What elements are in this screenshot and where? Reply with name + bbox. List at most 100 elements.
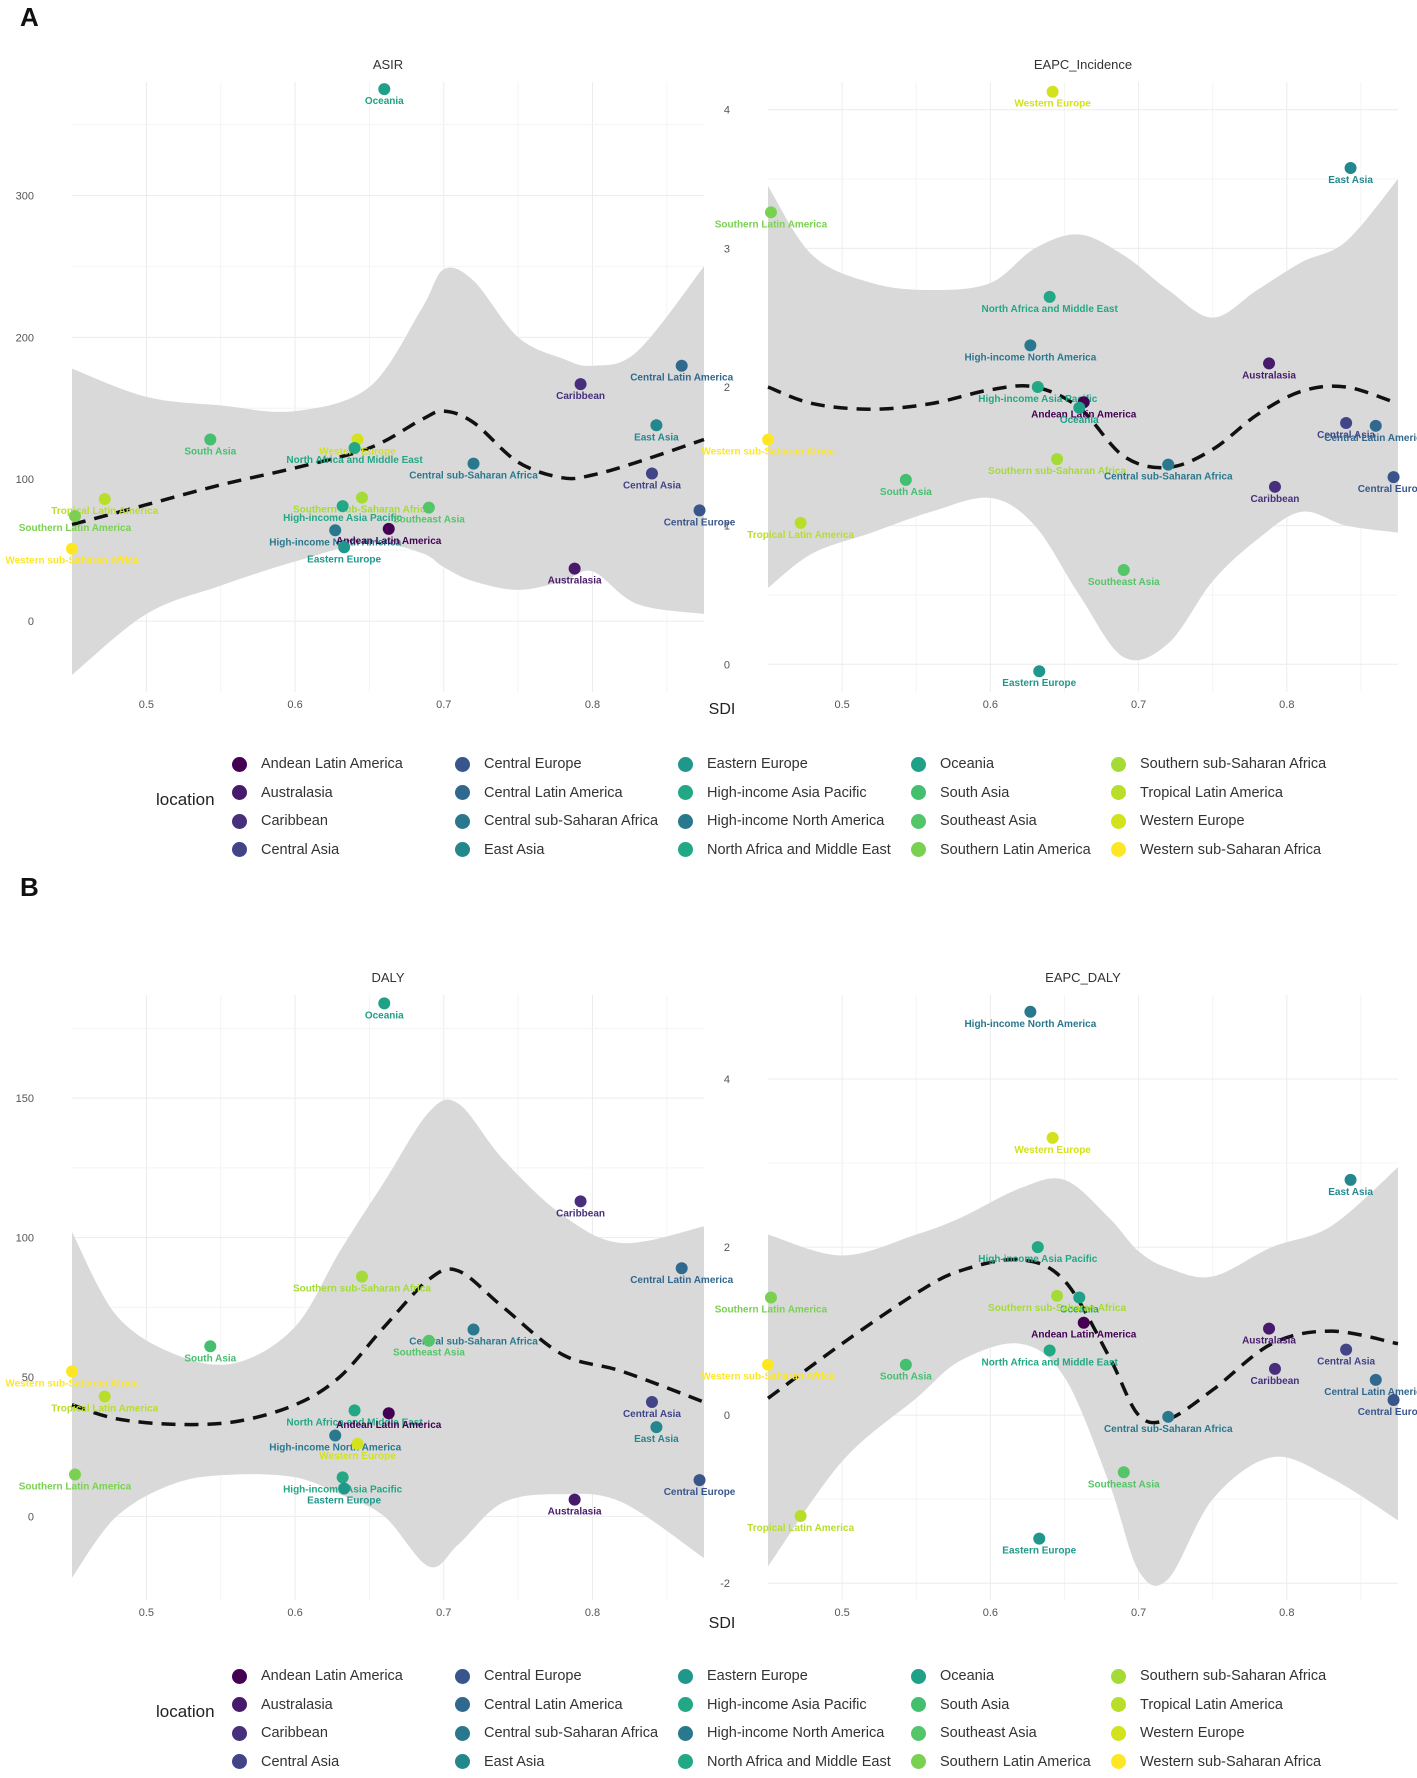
legend-label: Central Europe <box>484 756 582 773</box>
legend-item-western-sub-saharan-africa: Western sub-Saharan Africa <box>1109 1748 1339 1777</box>
legend-item-southern-latin-america: Southern Latin America <box>909 836 1109 865</box>
point-eastern-europe <box>338 541 351 554</box>
point-central-europe <box>1387 1394 1400 1407</box>
point-andean-latin-america <box>382 522 395 535</box>
x-tick-label: 0.6 <box>287 1607 302 1619</box>
legend-item-north-africa-and-middle-east: North Africa and Middle East <box>676 836 909 865</box>
legend-swatch <box>911 842 926 858</box>
legend-item-central-asia: Central Asia <box>230 836 453 865</box>
point-label-andean-latin-america: Andean Latin America <box>336 536 442 547</box>
legend-swatch <box>1111 756 1126 772</box>
y-tick-label: 4 <box>724 105 730 117</box>
legend-item-tropical-latin-america: Tropical Latin America <box>1109 779 1339 808</box>
point-central-sub-saharan-africa <box>467 457 480 470</box>
legend-label: High-income North America <box>707 1725 885 1742</box>
point-central-sub-saharan-africa <box>1162 1410 1175 1423</box>
point-southern-sub-saharan-africa <box>1051 453 1064 466</box>
legend-item-north-africa-and-middle-east: North Africa and Middle East <box>676 1748 909 1777</box>
point-tropical-latin-america <box>794 516 807 529</box>
x-tick-label: 0.7 <box>436 1607 451 1619</box>
legend-label: Central Asia <box>261 1753 340 1770</box>
point-label-caribbean: Caribbean <box>1251 494 1300 505</box>
legend-title: location <box>156 1702 215 1721</box>
point-label-western-sub-saharan-africa: Western sub-Saharan Africa <box>5 1378 139 1389</box>
x-tick-label: 0.7 <box>1131 1607 1146 1619</box>
point-western-europe <box>1046 1131 1059 1144</box>
point-central-latin-america <box>675 359 688 372</box>
legend-item-central-sub-saharan-africa: Central sub-Saharan Africa <box>453 807 676 836</box>
point-caribbean <box>1268 1362 1281 1375</box>
legend-item-caribbean: Caribbean <box>230 807 453 836</box>
x-tick-label: 0.5 <box>139 699 154 711</box>
x-tick-label: 0.7 <box>1131 699 1146 711</box>
legend-label: Tropical Latin America <box>1140 1696 1283 1713</box>
legend-swatch <box>1111 1754 1126 1770</box>
point-label-central-latin-america: Central Latin America <box>1324 1387 1417 1398</box>
point-label-oceania: Oceania <box>1060 415 1099 426</box>
point-label-north-africa-and-middle-east: North Africa and Middle East <box>981 1357 1118 1368</box>
x-tick-label: 0.6 <box>983 1607 998 1619</box>
point-tropical-latin-america <box>98 493 111 506</box>
legend-item-eastern-europe: Eastern Europe <box>676 1662 909 1691</box>
y-tick-label: 0 <box>724 1410 730 1422</box>
legend-item-western-europe: Western Europe <box>1109 807 1339 836</box>
point-high-income-north-america <box>1024 1005 1037 1018</box>
eapc-daly-panel: EAPC_DALY 0.5 0.6 0.7 0.8 -2 0 2 4 High-income No… <box>701 970 1417 1619</box>
point-label-high-income-north-america: High-income North America <box>269 537 401 548</box>
legend-swatch <box>232 842 247 858</box>
point-label-central-sub-saharan-africa: Central sub-Saharan Africa <box>409 471 538 482</box>
legend-item-central-latin-america: Central Latin America <box>453 779 676 808</box>
point-central-europe <box>693 504 706 517</box>
legend-label: Australasia <box>261 784 333 801</box>
point-central-latin-america <box>1369 1373 1382 1386</box>
x-tick-label: 0.6 <box>983 699 998 711</box>
point-oceania <box>1073 401 1086 414</box>
x-tick-label: 0.5 <box>834 699 849 711</box>
point-label-central-sub-saharan-africa: Central sub-Saharan Africa <box>409 1337 538 1348</box>
point-label-high-income-north-america: High-income North America <box>964 1019 1096 1030</box>
point-label-central-europe: Central Europe <box>1358 484 1417 495</box>
point-south-asia <box>899 1358 912 1371</box>
smooth-trend-line <box>766 1257 1399 1425</box>
legend-item-tropical-latin-america: Tropical Latin America <box>1109 1691 1339 1720</box>
point-caribbean <box>1268 480 1281 493</box>
point-australasia <box>568 562 581 575</box>
confidence-band <box>72 266 704 675</box>
point-label-south-asia: South Asia <box>880 1372 932 1383</box>
legend-item-oceania: Oceania <box>909 1662 1109 1691</box>
point-central-sub-saharan-africa <box>1162 458 1175 471</box>
x-axis-label-b: SDI <box>709 1615 736 1632</box>
legend-label: Western Europe <box>1140 813 1245 830</box>
legend-item-central-europe: Central Europe <box>453 750 676 779</box>
y-tick-label: 100 <box>16 1233 34 1245</box>
legend-item-western-sub-saharan-africa: Western sub-Saharan Africa <box>1109 836 1339 865</box>
point-label-tropical-latin-america: Tropical Latin America <box>747 530 854 541</box>
legend-grid: Andean Latin America Australasia Caribbean… <box>230 1662 1339 1776</box>
point-southeast-asia <box>1117 1466 1130 1479</box>
legend-label: Western sub-Saharan Africa <box>1140 841 1322 858</box>
legend-swatch <box>678 813 693 829</box>
legend-label: Central Europe <box>484 1668 582 1685</box>
legend-swatch <box>455 1754 470 1770</box>
legend-swatch <box>1111 842 1126 858</box>
point-label-australasia: Australasia <box>1242 1336 1296 1347</box>
legend-label: North Africa and Middle East <box>707 1753 891 1770</box>
point-label-north-africa-and-middle-east: North Africa and Middle East <box>286 455 423 466</box>
chart-title: ASIR <box>373 57 403 72</box>
y-tick-label: 3 <box>724 243 730 255</box>
point-label-southern-sub-saharan-africa: Southern sub-Saharan Africa <box>293 1284 431 1295</box>
legend-item-central-asia: Central Asia <box>230 1748 453 1777</box>
point-caribbean <box>574 1195 587 1208</box>
legend-label: Western sub-Saharan Africa <box>1140 1753 1322 1770</box>
point-label-south-asia: South Asia <box>184 446 236 457</box>
legend-item-australasia: Australasia <box>230 779 453 808</box>
point-label-southern-latin-america: Southern Latin America <box>715 1305 828 1316</box>
point-southern-latin-america <box>68 510 81 523</box>
point-label-high-income-asia-pacific: High-income Asia Pacific <box>978 1254 1098 1265</box>
point-label-western-europe: Western Europe <box>1014 99 1091 110</box>
point-central-sub-saharan-africa <box>467 1323 480 1336</box>
legend-item-south-asia: South Asia <box>909 779 1109 808</box>
legend-swatch <box>911 1725 926 1741</box>
x-tick-label: 0.8 <box>1279 699 1294 711</box>
legend-label: Caribbean <box>261 813 328 830</box>
